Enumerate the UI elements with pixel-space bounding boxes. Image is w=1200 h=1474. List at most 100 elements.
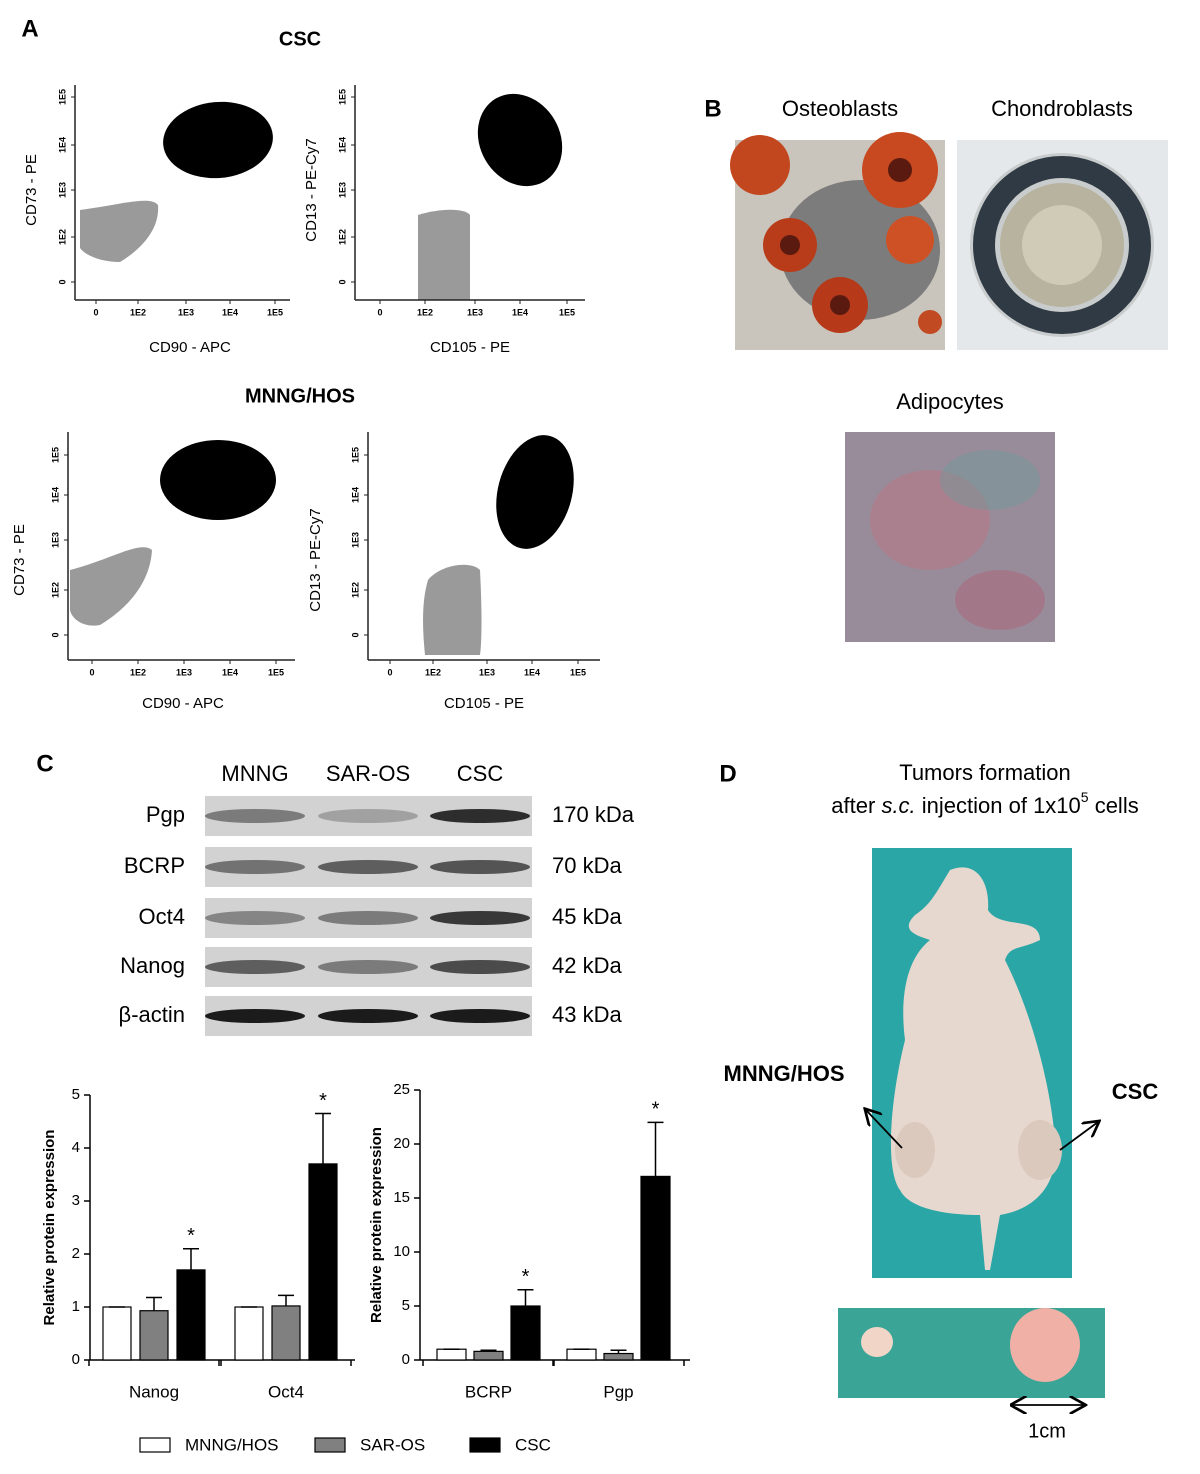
protein-label: Nanog [120,953,185,978]
x-tick-label: 1E2 [425,667,441,677]
panel-label: D [719,760,736,787]
gray-population [80,200,159,262]
x-tick-label: 1E5 [559,307,575,317]
y-tick-label: 1E2 [57,229,67,245]
x-tick-label: 1E4 [222,667,238,677]
y-tick-label: 1E4 [350,487,360,503]
y-tick-label: 1E3 [50,532,60,548]
gray-population [418,209,470,300]
y-tick-label: 1E3 [350,532,360,548]
error-bar [610,1349,627,1354]
flow-plot: 0 1E2 1E3 1E4 1E5 0 1E2 1E3 1E4 1E5 CD105 - PE CD13… [307,432,600,712]
black-population [160,440,276,520]
size-label: 42 kDa [552,953,622,978]
title-superscript: 5 [1081,789,1089,805]
y-tick-label: 3 [72,1192,80,1209]
band [318,860,418,874]
western-blot: MNNG SAR-OS CSC Pgp 170 kDa BCRP 70 kDa Oct4 45 … [119,761,635,1036]
x-tick-label: 1E4 [222,307,238,317]
y-tick-label: 15 [393,1189,410,1206]
x-tick-label: 1E2 [130,307,146,317]
y-tick-label: 1E4 [337,137,347,153]
band [430,911,530,925]
y-tick-label: 1E4 [50,487,60,503]
image-title: Chondroblasts [991,96,1133,121]
error-bar [146,1296,162,1311]
band [205,860,305,874]
bar [234,1306,264,1361]
title-part: after [831,793,881,818]
tumor-label: MNNG/HOS [724,1061,845,1086]
legend-swatch [469,1437,501,1453]
band [205,1009,305,1023]
x-tick-label: 1E3 [467,307,483,317]
band [430,809,530,823]
x-tick-label: 1E4 [524,667,540,677]
lane-label: MNNG [221,761,288,786]
y-axis-label: CD13 - PE-Cy7 [307,508,324,611]
lane-label: SAR-OS [326,761,410,786]
band [205,809,305,823]
protein-label: Pgp [146,802,185,827]
y-tick-label: 2 [72,1245,80,1262]
bar [271,1305,301,1361]
chondroblast-image [957,140,1168,350]
panel-title: after s.c. injection of 1x105 cells [831,789,1138,818]
title-part: s.c. [881,793,915,818]
black-population [163,101,273,179]
y-tick-label: 4 [72,1139,80,1156]
title-part: cells [1089,793,1139,818]
bar [566,1348,597,1361]
y-tick-label: 0 [57,279,67,284]
image-title: Osteoblasts [782,96,898,121]
scale-label: 1cm [1028,1420,1066,1442]
y-axis-label: CD73 - PE [23,154,40,226]
size-label: 43 kDa [552,1002,622,1027]
y-tick-label: 1E2 [337,229,347,245]
x-tick-label: 1E3 [178,307,194,317]
bar-chart: 0 5 10 15 20 25 BCRP * Pgp * Relative protein expr… [368,1081,690,1401]
y-tick-label: 1E5 [57,89,67,105]
gray-population [423,564,482,655]
flow-plot: 0 1E2 1E3 1E4 1E5 0 1E2 1E3 1E4 1E5 CD105 - PE CD13… [303,85,585,356]
y-tick-label: 1E5 [50,447,60,463]
band [318,809,418,823]
y-tick-label: 20 [393,1135,410,1152]
x-tick-label: 1E5 [267,307,283,317]
protein-label: BCRP [124,853,185,878]
band [318,960,418,974]
y-tick-label: 1 [72,1298,80,1315]
y-tick-label: 1E4 [57,137,67,153]
gray-population [70,547,152,626]
band [205,911,305,925]
flow-plot: 0 1E2 1E3 1E4 1E5 0 1E2 1E3 1E4 1E5 CD90 - APC CD73… [11,432,295,712]
x-tick-label: 0 [387,667,392,677]
size-label: 170 kDa [552,802,635,827]
y-tick-label: 1E5 [337,89,347,105]
x-tick-label: 1E2 [417,307,433,317]
x-tick-label: 1E3 [176,667,192,677]
tumor-photo [838,1308,1105,1398]
x-tick-label: 1E5 [268,667,284,677]
bar [436,1348,467,1361]
x-tick-label: 1E2 [130,667,146,677]
tumor-label: CSC [1112,1079,1159,1104]
x-axis-label: CD90 - APC [142,695,224,712]
black-population [477,93,563,187]
black-population [496,435,574,549]
x-tick-label: Pgp [603,1382,633,1401]
y-tick-label: 1E3 [57,182,67,198]
band [205,960,305,974]
x-tick-label: 1E3 [479,667,495,677]
y-tick-label: 0 [402,1351,410,1368]
plot-group-title: MNNG/HOS [245,385,355,407]
panel-label: A [21,15,38,42]
band [318,1009,418,1023]
bar [510,1305,541,1361]
significance-marker: * [652,1099,660,1121]
x-tick-label: 1E4 [512,307,528,317]
error-bar [517,1289,534,1306]
x-tick-label: 0 [377,307,382,317]
y-tick-label: 1E3 [337,182,347,198]
y-tick-label: 0 [50,632,60,637]
